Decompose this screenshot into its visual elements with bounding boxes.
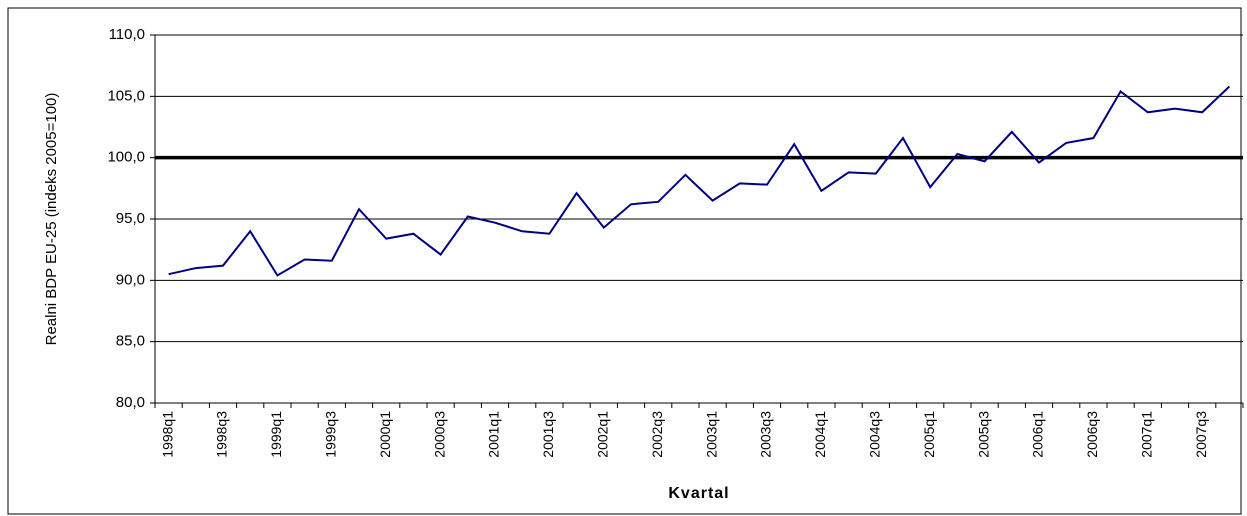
x-tick-label: 1998q3	[214, 411, 230, 458]
x-tick-label: 2001q3	[540, 411, 556, 458]
data-line	[168, 85, 1231, 277]
x-tick-label: 2007q1	[1139, 411, 1155, 458]
x-tick-label: 2007q3	[1193, 411, 1209, 458]
x-tick-label: 2000q3	[431, 411, 447, 458]
x-tick-label: 2006q1	[1030, 411, 1046, 458]
x-tick-label: 2000q1	[377, 411, 393, 458]
x-tick-label: 1999q1	[268, 411, 284, 458]
x-tick-label: 2003q3	[758, 411, 774, 458]
x-tick-label: 1999q3	[323, 411, 339, 458]
y-tick-label: 85,0	[116, 333, 145, 350]
x-tick-label: 2005q3	[975, 411, 991, 458]
y-tick-label: 90,0	[116, 271, 145, 288]
y-tick-label: 105,0	[107, 87, 145, 104]
y-axis-label: Realni BDP EU-25 (indeks 2005=100)	[43, 93, 60, 346]
x-tick-label: 2002q1	[595, 411, 611, 458]
x-tick-label: 2001q1	[486, 411, 502, 458]
x-tick-label: 2002q3	[649, 411, 665, 458]
x-tick-label: 2003q1	[703, 411, 719, 458]
y-tick-label: 110,0	[109, 26, 145, 43]
y-tick-label: 95,0	[116, 210, 145, 227]
y-tick-label: 100,0	[107, 149, 145, 166]
x-tick-label: 2006q3	[1084, 411, 1100, 458]
x-tick-label: 2004q1	[812, 411, 828, 458]
chart-frame	[7, 7, 1242, 515]
x-tick-label: 2005q1	[921, 411, 937, 458]
x-tick-label: 1998q1	[159, 411, 175, 458]
y-tick-label: 80,0	[116, 394, 145, 411]
x-axis-label: Kvartal	[668, 485, 729, 502]
x-tick-label: 2004q3	[867, 411, 883, 458]
